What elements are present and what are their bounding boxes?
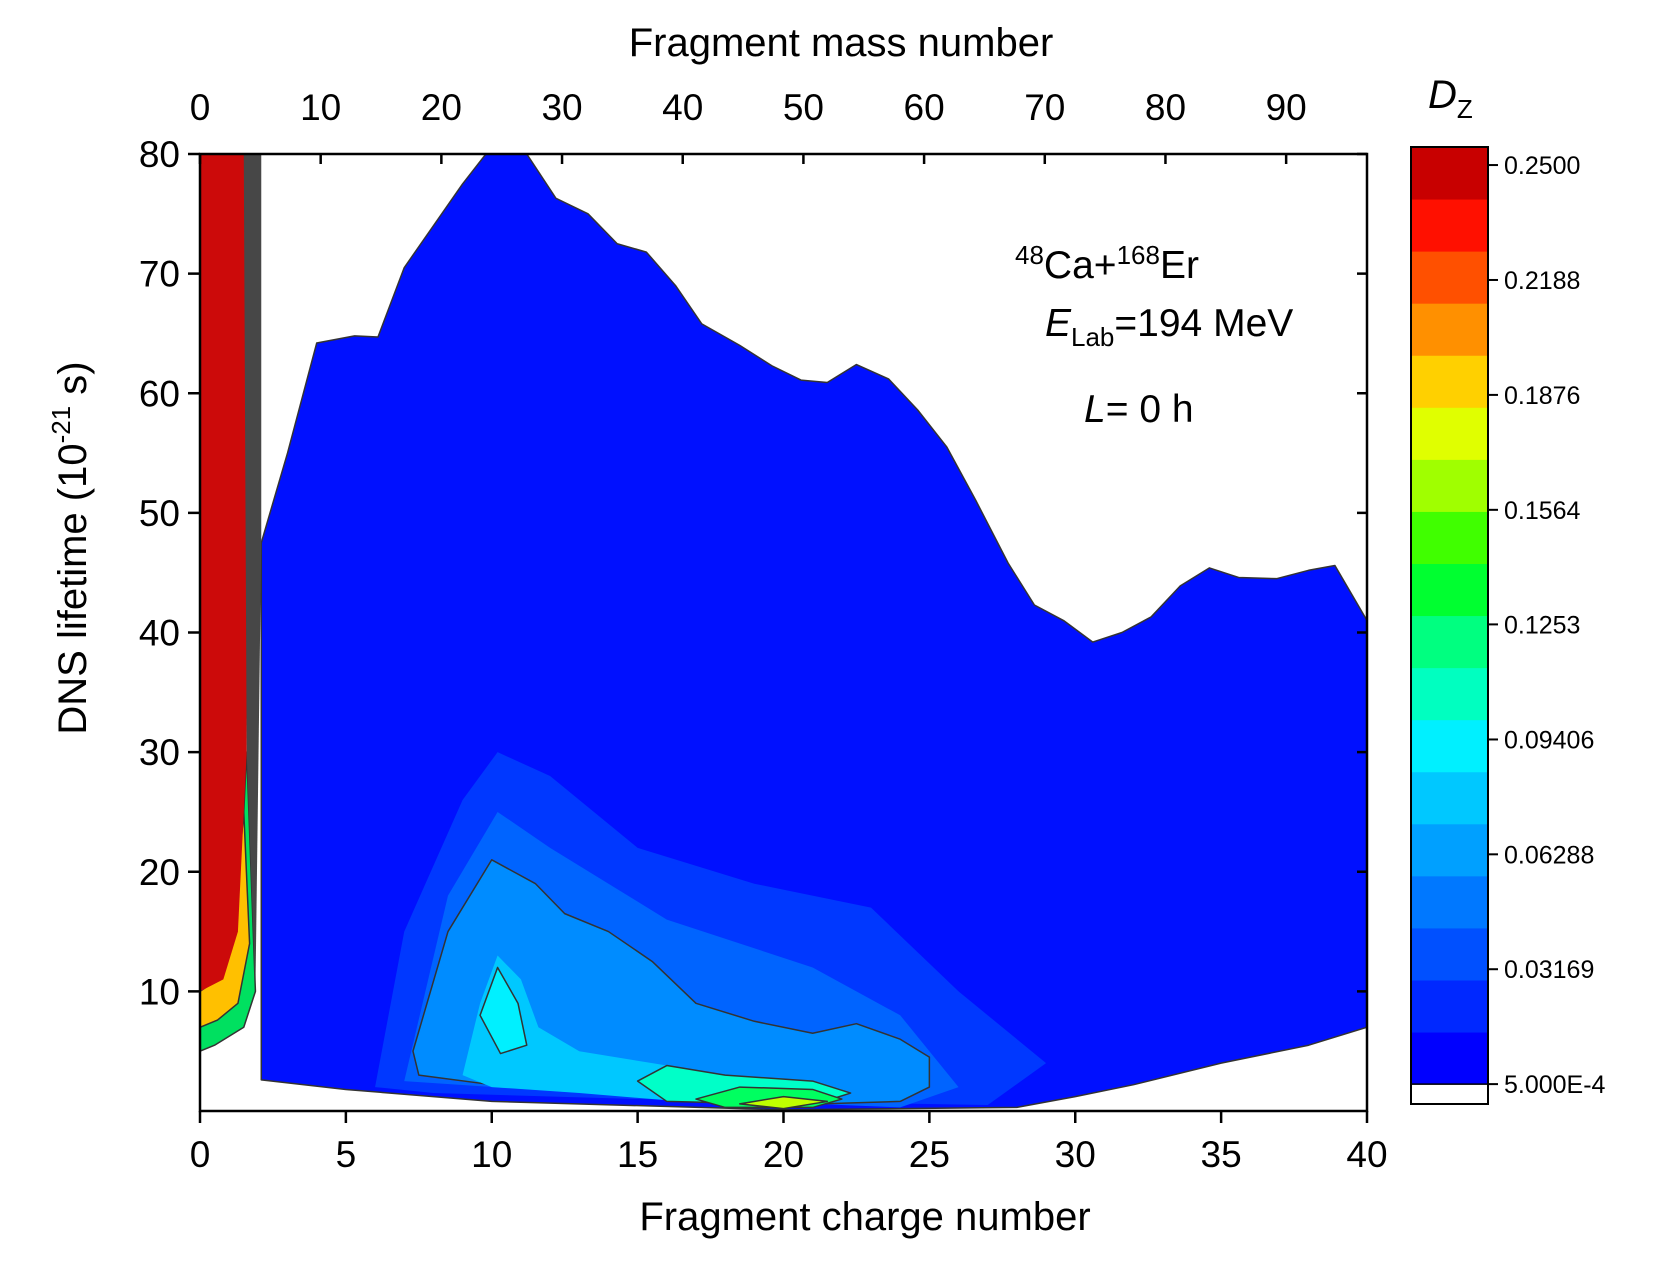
mass-sup: 48 [1015,240,1044,270]
y-axis-label: DNS lifetime (10-21 s) [46,361,95,734]
x2-tick-label: 40 [662,87,703,128]
y-tick-label: 80 [139,134,180,175]
y-tick-label: 10 [139,971,180,1012]
x-tick-label: 5 [336,1134,357,1175]
energy-sub: Lab [1071,322,1114,352]
colorbar-tick-label: 0.2500 [1504,152,1580,180]
y-tick-label: 70 [139,254,180,295]
y-label-exponent: -21 [46,406,76,444]
nucleus: Ca+ [1044,244,1117,287]
y-label-text: DNS lifetime (10 [51,443,95,734]
x2-tick-label: 60 [904,87,945,128]
colorbar-label: DZ [1428,73,1473,124]
y-tick-label: 60 [139,373,180,414]
colorbar-tick-label: 0.1564 [1504,497,1581,525]
y-label-unit: s) [51,361,95,405]
y-tick-label: 20 [139,852,180,893]
x2-tick-label: 90 [1266,87,1307,128]
colorbar-band [1411,1032,1488,1085]
x2-tick-label: 50 [783,87,824,128]
colorbar-tick-label: 0.2188 [1504,267,1580,295]
colorbar-band [1411,823,1488,877]
colorbar-tick-label: 0.06288 [1504,841,1594,869]
colorbar-frame [1410,146,1489,1105]
colorbar-tick-label: 0.1876 [1504,382,1580,410]
x2-tick-label: 80 [1145,87,1186,128]
colorbar-tick-label: 0.1253 [1504,611,1580,639]
plot-area [200,154,1367,1111]
colorbar-band [1411,615,1488,669]
contour-region [200,154,247,992]
colorbar-band [1411,199,1488,252]
x-tick-label: 40 [1346,1134,1387,1175]
x2-tick-label: 10 [300,87,341,128]
x-tick-label: 35 [1201,1134,1242,1175]
colorbar-symbol: D [1428,73,1457,117]
x-tick-label: 15 [617,1134,658,1175]
mass-sup: 168 [1117,240,1160,270]
energy-annotation: ELab=194 MeV [1045,302,1293,352]
contour-region [243,154,262,992]
colorbar-band [1411,979,1488,1033]
x-axis-label: Fragment charge number [639,1195,1090,1239]
colorbar-tick-label: 0.09406 [1504,726,1594,754]
x2-tick-label: 20 [421,87,462,128]
y-tick-label: 30 [139,732,180,773]
x2-tick-label: 30 [541,87,582,128]
colorbar-band [1411,771,1488,825]
contour-region [479,966,528,1055]
colorbar-tick-label: 0.03169 [1504,956,1594,984]
contour-region [462,955,842,1104]
colorbar-band [1411,147,1488,200]
colorbar-band [1411,407,1488,460]
angular-symbol: L [1084,388,1106,431]
colorbar-band [1411,667,1488,721]
x-tick-label: 0 [190,1134,211,1175]
colorbar-band [1411,303,1488,356]
contour-region [738,1095,829,1110]
x-tick-label: 25 [909,1134,950,1175]
colorbar-sub: Z [1457,94,1473,124]
x2-tick-label: 0 [190,87,211,128]
x2-tick-label: 70 [1024,87,1065,128]
x-tick-label: 10 [471,1134,512,1175]
colorbar-tick-label: 5.000E-4 [1504,1071,1606,1099]
colorbar-band [1411,927,1488,981]
colorbar-band [1411,875,1488,929]
reaction-annotation: 48Ca+168Er [1015,240,1199,287]
angular-annotation: L= 0 h [1084,388,1194,431]
x-tick-label: 20 [763,1134,804,1175]
colorbar-band [1411,563,1488,617]
energy-value: =194 MeV [1114,302,1293,345]
x2-axis-label: Fragment mass number [629,21,1054,65]
y-tick-label: 40 [139,613,180,654]
colorbar-band [1411,355,1488,408]
colorbar-band [1411,251,1488,304]
colorbar-band [1411,511,1488,564]
colorbar-band [1411,459,1488,512]
x-tick-label: 30 [1055,1134,1096,1175]
energy-symbol: E [1045,302,1072,345]
y-tick-label: 50 [139,493,180,534]
angular-value: = 0 h [1106,388,1194,431]
nucleus: Er [1160,244,1199,287]
colorbar-band [1411,719,1488,773]
